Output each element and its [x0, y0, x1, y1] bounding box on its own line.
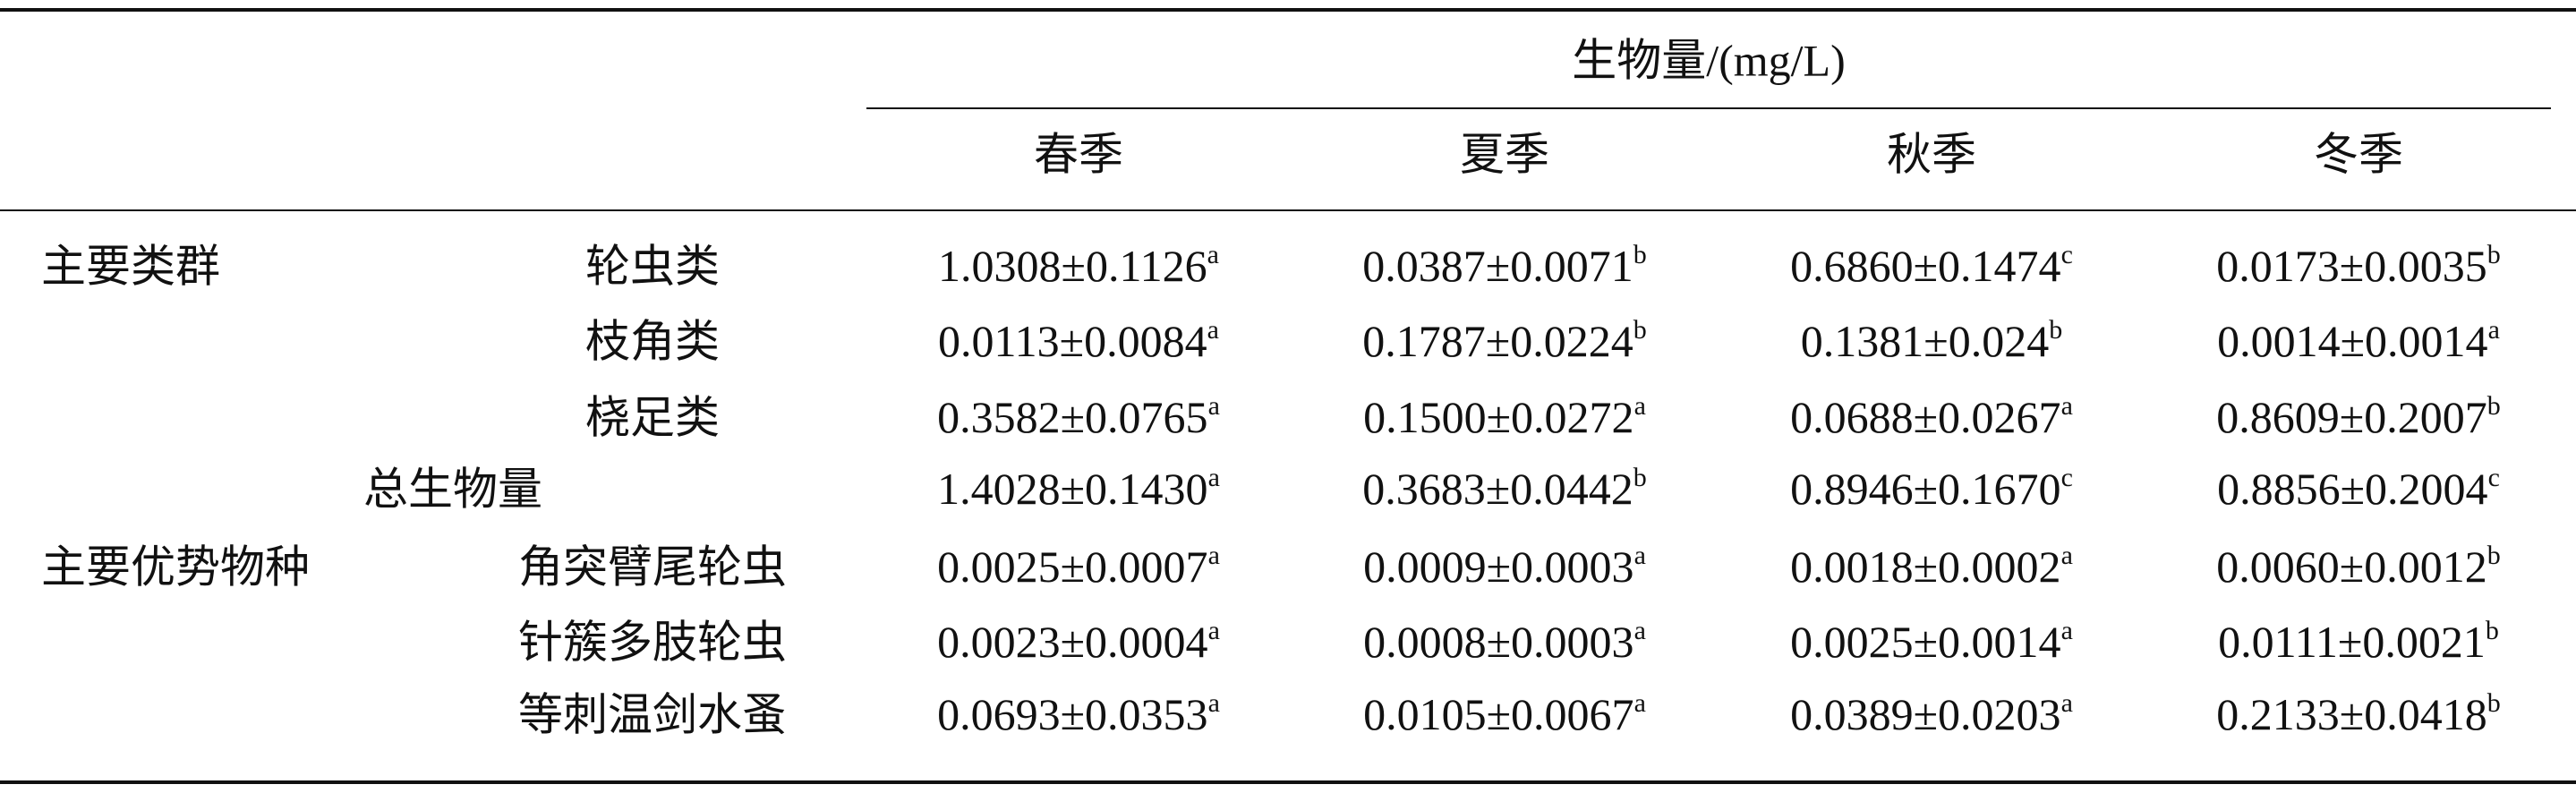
cell: 0.0025±0.0014a — [1790, 616, 2073, 668]
cell-value: 0.0008±0.0003 — [1363, 617, 1633, 667]
cell-superscript: c — [2061, 463, 2073, 492]
cell-superscript: a — [1634, 616, 1646, 645]
total-label: 总生物量 — [363, 464, 542, 514]
cell-superscript: a — [1208, 463, 1220, 492]
cell-value: 0.0018±0.0002 — [1790, 541, 2060, 592]
cell-value: 0.6860±0.1474 — [1790, 241, 2060, 291]
group-label: 主要优势物种 — [41, 541, 310, 592]
cell: 0.0113±0.0084a — [938, 315, 1219, 367]
cell-superscript: a — [2061, 391, 2073, 421]
row-label: 桡足类 — [585, 392, 720, 442]
cell-value: 0.0009±0.0003 — [1363, 541, 1633, 592]
row-label: 枝角类 — [585, 316, 720, 366]
cell-superscript: a — [1208, 616, 1220, 645]
cell-superscript: a — [1634, 541, 1646, 570]
cell: 0.0023±0.0004a — [937, 616, 1220, 668]
row-label: 角突臂尾轮虫 — [518, 541, 787, 592]
cell-superscript: b — [1633, 315, 1647, 345]
cell: 0.0025±0.0007a — [937, 541, 1220, 593]
cell-value: 0.0105±0.0067 — [1363, 689, 1633, 739]
cell-superscript: b — [2487, 688, 2501, 718]
cell: 0.0387±0.0071b — [1362, 240, 1646, 292]
cell: 0.8609±0.2007b — [2216, 391, 2500, 443]
cell: 0.0111±0.0021b — [2218, 616, 2499, 668]
cell-value: 0.1500±0.0272 — [1363, 392, 1633, 442]
cell-value: 0.0111±0.0021 — [2218, 617, 2486, 667]
cell-superscript: c — [2488, 463, 2500, 492]
cell-value: 0.0025±0.0007 — [937, 541, 1207, 592]
cell-value: 0.2133±0.0418 — [2216, 689, 2486, 739]
cell-value: 0.0693±0.0353 — [937, 689, 1207, 739]
cell-superscript: a — [1208, 391, 1220, 421]
cell: 1.4028±0.1430a — [937, 463, 1220, 515]
row-label: 轮虫类 — [585, 241, 720, 291]
cell-superscript: a — [1207, 240, 1219, 269]
cell: 0.0688±0.0267a — [1790, 391, 2073, 443]
cell: 0.0693±0.0353a — [937, 688, 1220, 740]
cell-value: 0.0060±0.0012 — [2216, 541, 2486, 592]
cell: 0.3683±0.0442b — [1362, 463, 1646, 515]
cell: 1.0308±0.1126a — [938, 240, 1219, 292]
cell-value: 1.0308±0.1126 — [938, 241, 1207, 291]
cell-value: 0.0389±0.0203 — [1790, 689, 2060, 739]
cell-value: 0.0387±0.0071 — [1362, 241, 1633, 291]
group-title: 生物量/(mg/L) — [1572, 35, 1846, 85]
cell: 0.6860±0.1474c — [1790, 240, 2073, 292]
cell-superscript: a — [2061, 616, 2073, 645]
cell-value: 0.3683±0.0442 — [1362, 464, 1633, 514]
cell-value: 0.0173±0.0035 — [2216, 241, 2486, 291]
cell-value: 0.0025±0.0014 — [1790, 617, 2060, 667]
cell-superscript: b — [2049, 315, 2062, 345]
cell-superscript: a — [2061, 688, 2073, 718]
cell-value: 0.1787±0.0224 — [1362, 316, 1633, 366]
cell-value: 0.0113±0.0084 — [938, 316, 1207, 366]
cell: 0.0014±0.0014a — [2217, 315, 2500, 367]
cell-value: 0.0688±0.0267 — [1790, 392, 2060, 442]
group-label: 主要类群 — [41, 241, 220, 291]
cell-value: 0.8609±0.2007 — [2216, 392, 2486, 442]
cell-value: 0.8856±0.2004 — [2217, 464, 2487, 514]
cell: 0.8946±0.1670c — [1790, 463, 2073, 515]
cell: 0.0173±0.0035b — [2216, 240, 2500, 292]
cell-value: 0.8946±0.1670 — [1790, 464, 2060, 514]
cell-superscript: b — [2487, 541, 2501, 570]
cell: 0.3582±0.0765a — [937, 391, 1220, 443]
cell-value: 0.0023±0.0004 — [937, 617, 1207, 667]
cell-value: 0.1381±0.024 — [1801, 316, 2049, 366]
cell-superscript: c — [2061, 240, 2073, 269]
cell-superscript: b — [2487, 391, 2501, 421]
cell: 0.0060±0.0012b — [2216, 541, 2500, 593]
season-header: 秋季 — [1887, 129, 1976, 179]
row-label: 针簇多肢轮虫 — [518, 617, 787, 667]
cell-superscript: b — [1633, 240, 1647, 269]
season-header: 春季 — [1034, 129, 1123, 179]
cell: 0.0009±0.0003a — [1363, 541, 1646, 593]
cell-superscript: b — [2486, 616, 2499, 645]
cell: 0.2133±0.0418b — [2216, 688, 2500, 740]
season-header: 冬季 — [2314, 129, 2403, 179]
cell: 0.0389±0.0203a — [1790, 688, 2073, 740]
cell-superscript: a — [1634, 391, 1646, 421]
cell-superscript: a — [2061, 541, 2073, 570]
row-label: 等刺温剑水蚤 — [518, 689, 787, 739]
cell: 0.0018±0.0002a — [1790, 541, 2073, 593]
cell: 0.0105±0.0067a — [1363, 688, 1646, 740]
cell-superscript: a — [2488, 315, 2500, 345]
cell-superscript: a — [1634, 688, 1646, 718]
cell-value: 0.0014±0.0014 — [2217, 316, 2487, 366]
cell-superscript: b — [2487, 240, 2501, 269]
cell-superscript: a — [1208, 541, 1220, 570]
cell-value: 0.3582±0.0765 — [937, 392, 1207, 442]
cell-superscript: a — [1208, 688, 1220, 718]
cell-superscript: b — [1633, 463, 1647, 492]
season-header: 夏季 — [1460, 129, 1549, 179]
cell: 0.1500±0.0272a — [1363, 391, 1646, 443]
cell: 0.0008±0.0003a — [1363, 616, 1646, 668]
cell: 0.8856±0.2004c — [2217, 463, 2500, 515]
cell-superscript: a — [1207, 315, 1219, 345]
cell: 0.1787±0.0224b — [1362, 315, 1646, 367]
cell: 0.1381±0.024b — [1801, 315, 2062, 367]
cell-value: 1.4028±0.1430 — [937, 464, 1207, 514]
